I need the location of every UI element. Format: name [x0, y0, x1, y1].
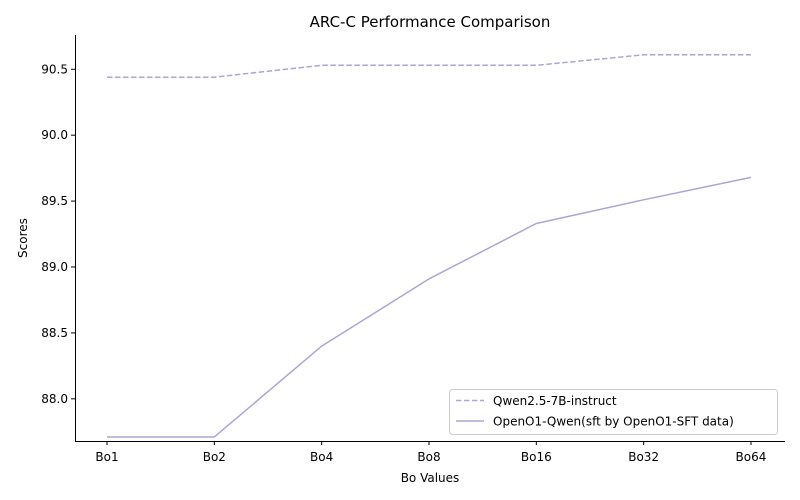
y-tick-label: 90.5: [41, 62, 68, 76]
series-lines: [107, 54, 752, 438]
chart-title: ARC-C Performance Comparison: [310, 13, 551, 31]
x-tick-label: Bo4: [310, 450, 333, 464]
x-tick-label: Bo32: [628, 450, 659, 464]
legend: Qwen2.5-7B-instruct OpenO1-Qwen(sft by O…: [449, 389, 778, 435]
y-tick-label: 88.0: [41, 392, 68, 406]
series-line-qwen: [107, 54, 751, 78]
y-tick-label: 90.0: [41, 128, 68, 142]
x-tick-label: Bo2: [203, 450, 226, 464]
y-ticks: 88.0 88.5 89.0 89.5 90.0 90.5: [41, 62, 75, 406]
y-axis-label: Scores: [16, 218, 30, 258]
legend-box: [449, 389, 778, 435]
x-tick-label: Bo64: [736, 450, 767, 464]
y-tick-label: 89.0: [41, 260, 68, 274]
series-line-openo1: [107, 176, 752, 438]
x-tick-label: Bo16: [521, 450, 552, 464]
x-tick-label: Bo1: [95, 450, 118, 464]
legend-label-qwen: Qwen2.5-7B-instruct: [493, 394, 617, 408]
y-tick-label: 89.5: [41, 194, 68, 208]
legend-label-openo1: OpenO1-Qwen(sft by OpenO1-SFT data): [493, 415, 734, 429]
y-tick-label: 88.5: [41, 326, 68, 340]
x-tick-label: Bo8: [417, 450, 440, 464]
x-axis-label: Bo Values: [401, 471, 460, 485]
x-ticks: Bo1 Bo2 Bo4 Bo8 Bo16 Bo32 Bo64: [95, 441, 766, 464]
